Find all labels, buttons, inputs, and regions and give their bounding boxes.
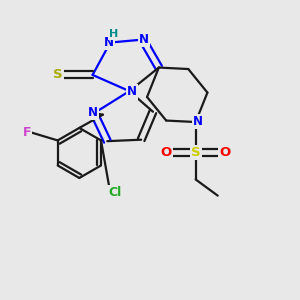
Text: O: O (220, 146, 231, 159)
Text: S: S (191, 146, 200, 159)
Text: F: F (23, 126, 32, 139)
Text: N: N (139, 33, 149, 46)
Text: N: N (104, 36, 114, 49)
Text: S: S (53, 68, 63, 81)
Text: N: N (193, 115, 203, 128)
Text: N: N (127, 86, 137, 99)
Text: Cl: Cl (108, 186, 121, 199)
Text: O: O (160, 146, 172, 159)
Text: N: N (88, 106, 98, 119)
Text: H: H (109, 29, 118, 39)
Text: N: N (127, 85, 137, 98)
